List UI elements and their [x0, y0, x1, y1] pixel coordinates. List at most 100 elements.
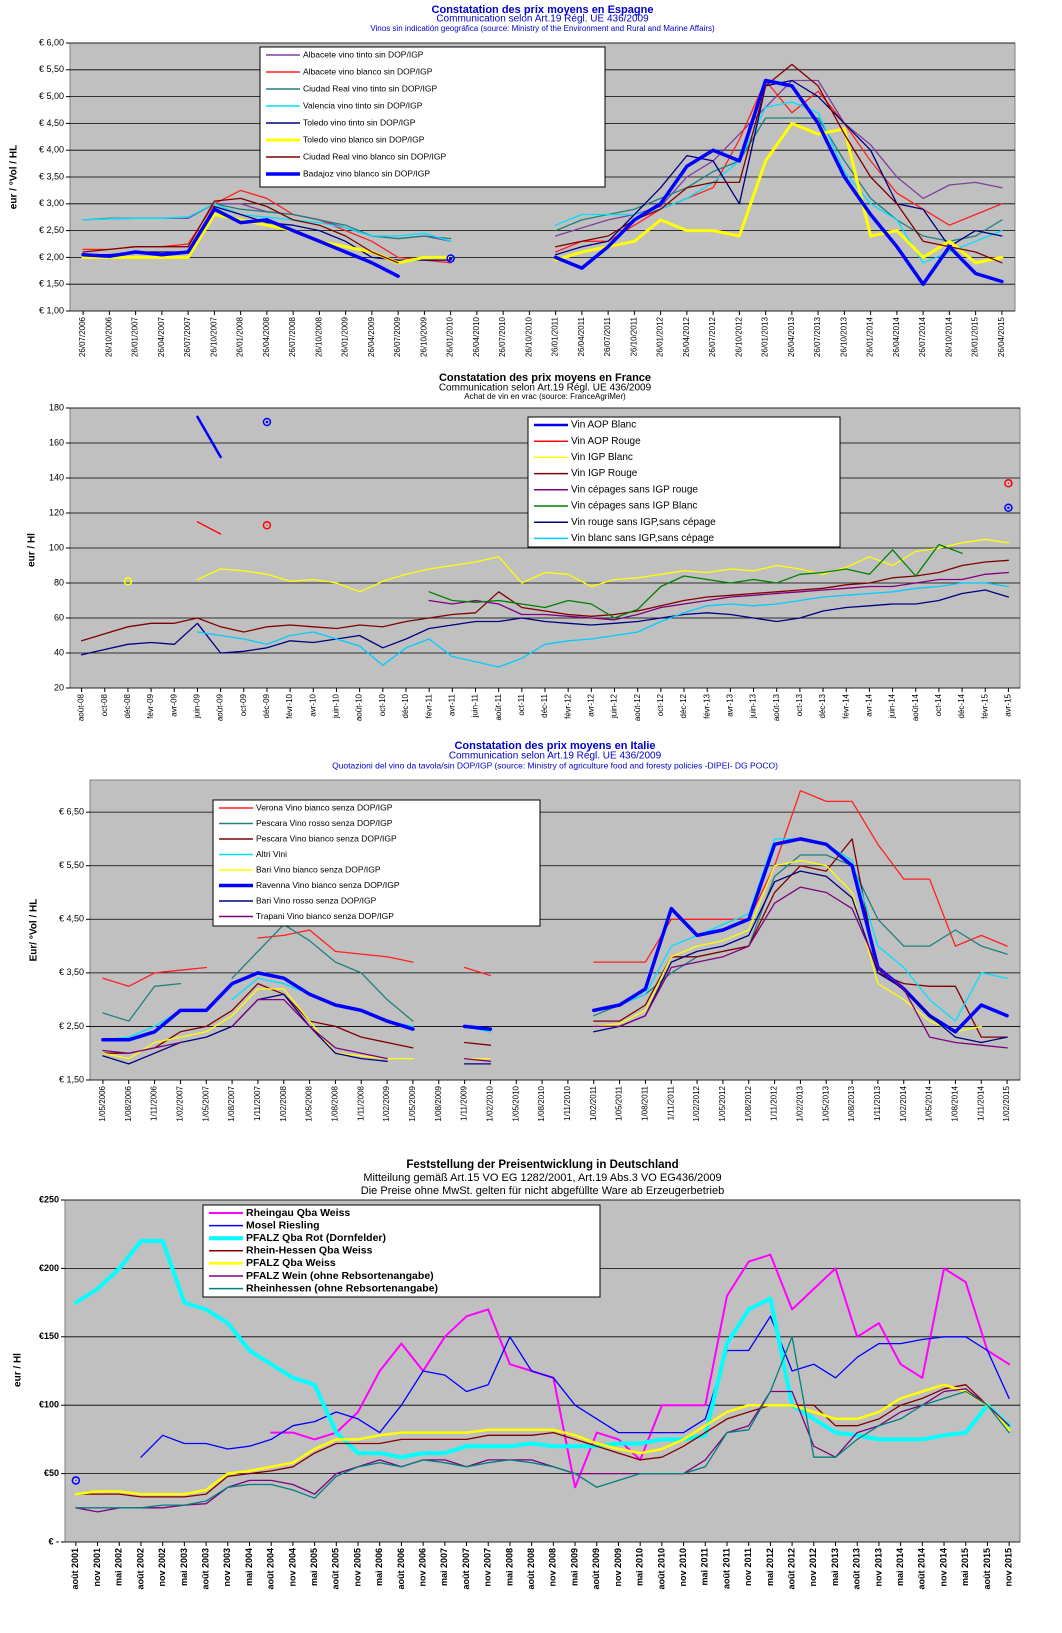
- x-tick-label: juin-12: [610, 693, 619, 719]
- chart-subtitle: Communication selon Art.19 Régl. UE 436/…: [439, 383, 652, 394]
- x-tick-label: nov 2002: [157, 1548, 167, 1587]
- series-line: [196, 482, 1010, 535]
- x-tick-label: août 2010: [656, 1548, 666, 1590]
- series-line: [196, 415, 1010, 510]
- legend-label: Ciudad Real vino tinto sin DOP/IGP: [303, 83, 438, 93]
- x-tick-label: déc-14: [957, 693, 966, 718]
- y-tick-label: 140: [49, 472, 64, 482]
- x-tick-label: avr-10: [308, 693, 317, 716]
- chart-caption: Die Preise ohne MwSt. gelten für nicht a…: [361, 1185, 724, 1197]
- chart-caption: Vinos sin indicatión geográfica (source:…: [370, 24, 715, 33]
- x-tick-label: 26/04/2011: [577, 316, 586, 356]
- x-tick-label: mai 2015: [960, 1548, 970, 1586]
- x-tick-label: févr-15: [980, 693, 989, 718]
- x-tick-label: 26/01/2011: [551, 316, 560, 356]
- x-tick-label: 26/07/2011: [603, 316, 612, 356]
- x-tick-label: 1/02/2014: [899, 1085, 908, 1121]
- legend-label: Badajoz vino blanco sin DOP/IGP: [303, 168, 430, 178]
- point: [1004, 479, 1013, 488]
- x-tick-label: août 2015: [982, 1548, 992, 1590]
- x-tick-label: avr-12: [586, 693, 595, 716]
- x-tick-label: 26/10/2006: [104, 316, 113, 357]
- x-tick-label: févr-13: [702, 693, 711, 718]
- legend-label: Vin rouge sans IGP,sans cépage: [571, 517, 716, 528]
- x-tick-label: avr-15: [1004, 693, 1013, 716]
- x-tick-label: juin-13: [749, 693, 758, 719]
- y-tick-label: €150: [39, 1331, 59, 1341]
- x-tick-label: mai 2005: [309, 1548, 319, 1586]
- series-line: [75, 1388, 1010, 1513]
- series-line: [428, 571, 1010, 621]
- x-tick-label: 26/10/2009: [419, 316, 428, 357]
- x-tick-label: 1/11/2007: [253, 1085, 262, 1121]
- legend-label: Bari Vino rosso senza DOP/IGP: [256, 895, 377, 905]
- point: [446, 254, 455, 263]
- x-tick-label: nov 2006: [418, 1548, 428, 1587]
- x-tick-label: 26/10/2007: [209, 316, 218, 357]
- x-tick-label: déc-08: [123, 693, 132, 718]
- y-tick-label: €200: [39, 1263, 59, 1273]
- x-tick-label: mai 2006: [374, 1548, 384, 1586]
- x-tick-label: oct-14: [934, 693, 943, 716]
- x-tick-label: 26/04/2013: [787, 316, 796, 357]
- series-line: [80, 559, 1010, 642]
- x-tick-label: juin-10: [332, 693, 341, 719]
- x-tick-label: nov 2009: [613, 1548, 623, 1587]
- x-tick-label: août 2009: [591, 1548, 601, 1590]
- legend: [212, 799, 541, 927]
- x-tick-label: 26/01/2010: [446, 316, 455, 357]
- x-tick-label: 26/07/2014: [918, 316, 927, 357]
- y-tick-label: € -: [48, 1536, 59, 1546]
- legend: [527, 416, 841, 548]
- point: [262, 417, 272, 427]
- legend-label: Rheingau Qba Weiss: [246, 1207, 350, 1219]
- x-tick-label: 1/08/2008: [331, 1085, 340, 1121]
- x-tick-label: 26/01/2015: [971, 316, 980, 357]
- y-tick-label: €250: [39, 1194, 59, 1204]
- x-tick-label: 26/04/2012: [682, 316, 691, 357]
- x-tick-label: 1/02/2011: [589, 1085, 598, 1121]
- x-tick-label: 26/04/2007: [157, 316, 166, 357]
- legend-label: Mosel Riesling: [246, 1219, 320, 1231]
- x-tick-label: 26/07/2013: [813, 316, 822, 357]
- series-line: [101, 837, 1009, 1042]
- x-tick-label: mai 2003: [179, 1548, 189, 1586]
- x-tick-label: 1/11/2011: [666, 1085, 675, 1120]
- legend-label: Valencia vino tinto sin DOP/IGP: [303, 100, 423, 110]
- y-tick-label: 100: [49, 542, 64, 552]
- y-tick-label: € 6,00: [39, 37, 64, 47]
- x-tick-label: août 2005: [331, 1548, 341, 1590]
- x-tick-label: 1/05/2013: [821, 1085, 830, 1121]
- x-tick-label: mai 2012: [765, 1548, 775, 1586]
- x-tick-label: 1/02/2012: [692, 1085, 701, 1121]
- y-tick-label: € 4,50: [59, 914, 84, 924]
- x-tick-label: oct-13: [795, 693, 804, 716]
- x-tick-label: févr-14: [841, 693, 850, 718]
- x-tick-label: mai 2013: [830, 1548, 840, 1586]
- series-line: [75, 1336, 1010, 1509]
- x-tick-label: août 2007: [461, 1548, 471, 1590]
- x-tick-label: 26/04/2008: [262, 316, 271, 357]
- x-tick-label: nov 2013: [873, 1548, 883, 1587]
- x-tick-label: 26/01/2007: [131, 316, 140, 357]
- x-tick-label: 26/10/2012: [734, 316, 743, 357]
- x-tick-label: août 2014: [917, 1548, 927, 1590]
- x-tick-label: févr-12: [563, 693, 572, 718]
- y-axis-label: eur / Hl: [13, 1353, 24, 1387]
- y-tick-label: € 2,50: [39, 225, 64, 235]
- x-tick-label: mai 2011: [700, 1548, 710, 1586]
- x-tick-label: 1/11/2010: [563, 1085, 572, 1121]
- x-tick-label: 1/08/2009: [434, 1085, 443, 1121]
- chart-title: Constatation des prix moyens en Espagne: [432, 4, 654, 16]
- x-tick-label: août 2001: [70, 1548, 80, 1590]
- x-tick-label: nov 2014: [938, 1548, 948, 1587]
- x-tick-label: oct-10: [378, 693, 387, 716]
- x-tick-label: 26/04/2014: [892, 316, 901, 357]
- x-tick-label: déc-09: [262, 693, 271, 718]
- y-tick-label: € 1,50: [59, 1074, 84, 1084]
- x-tick-label: mai 2014: [895, 1548, 905, 1586]
- x-tick-label: 26/10/2013: [839, 316, 848, 357]
- x-tick-label: 26/10/2014: [944, 316, 953, 357]
- x-tick-label: févr-10: [285, 693, 294, 718]
